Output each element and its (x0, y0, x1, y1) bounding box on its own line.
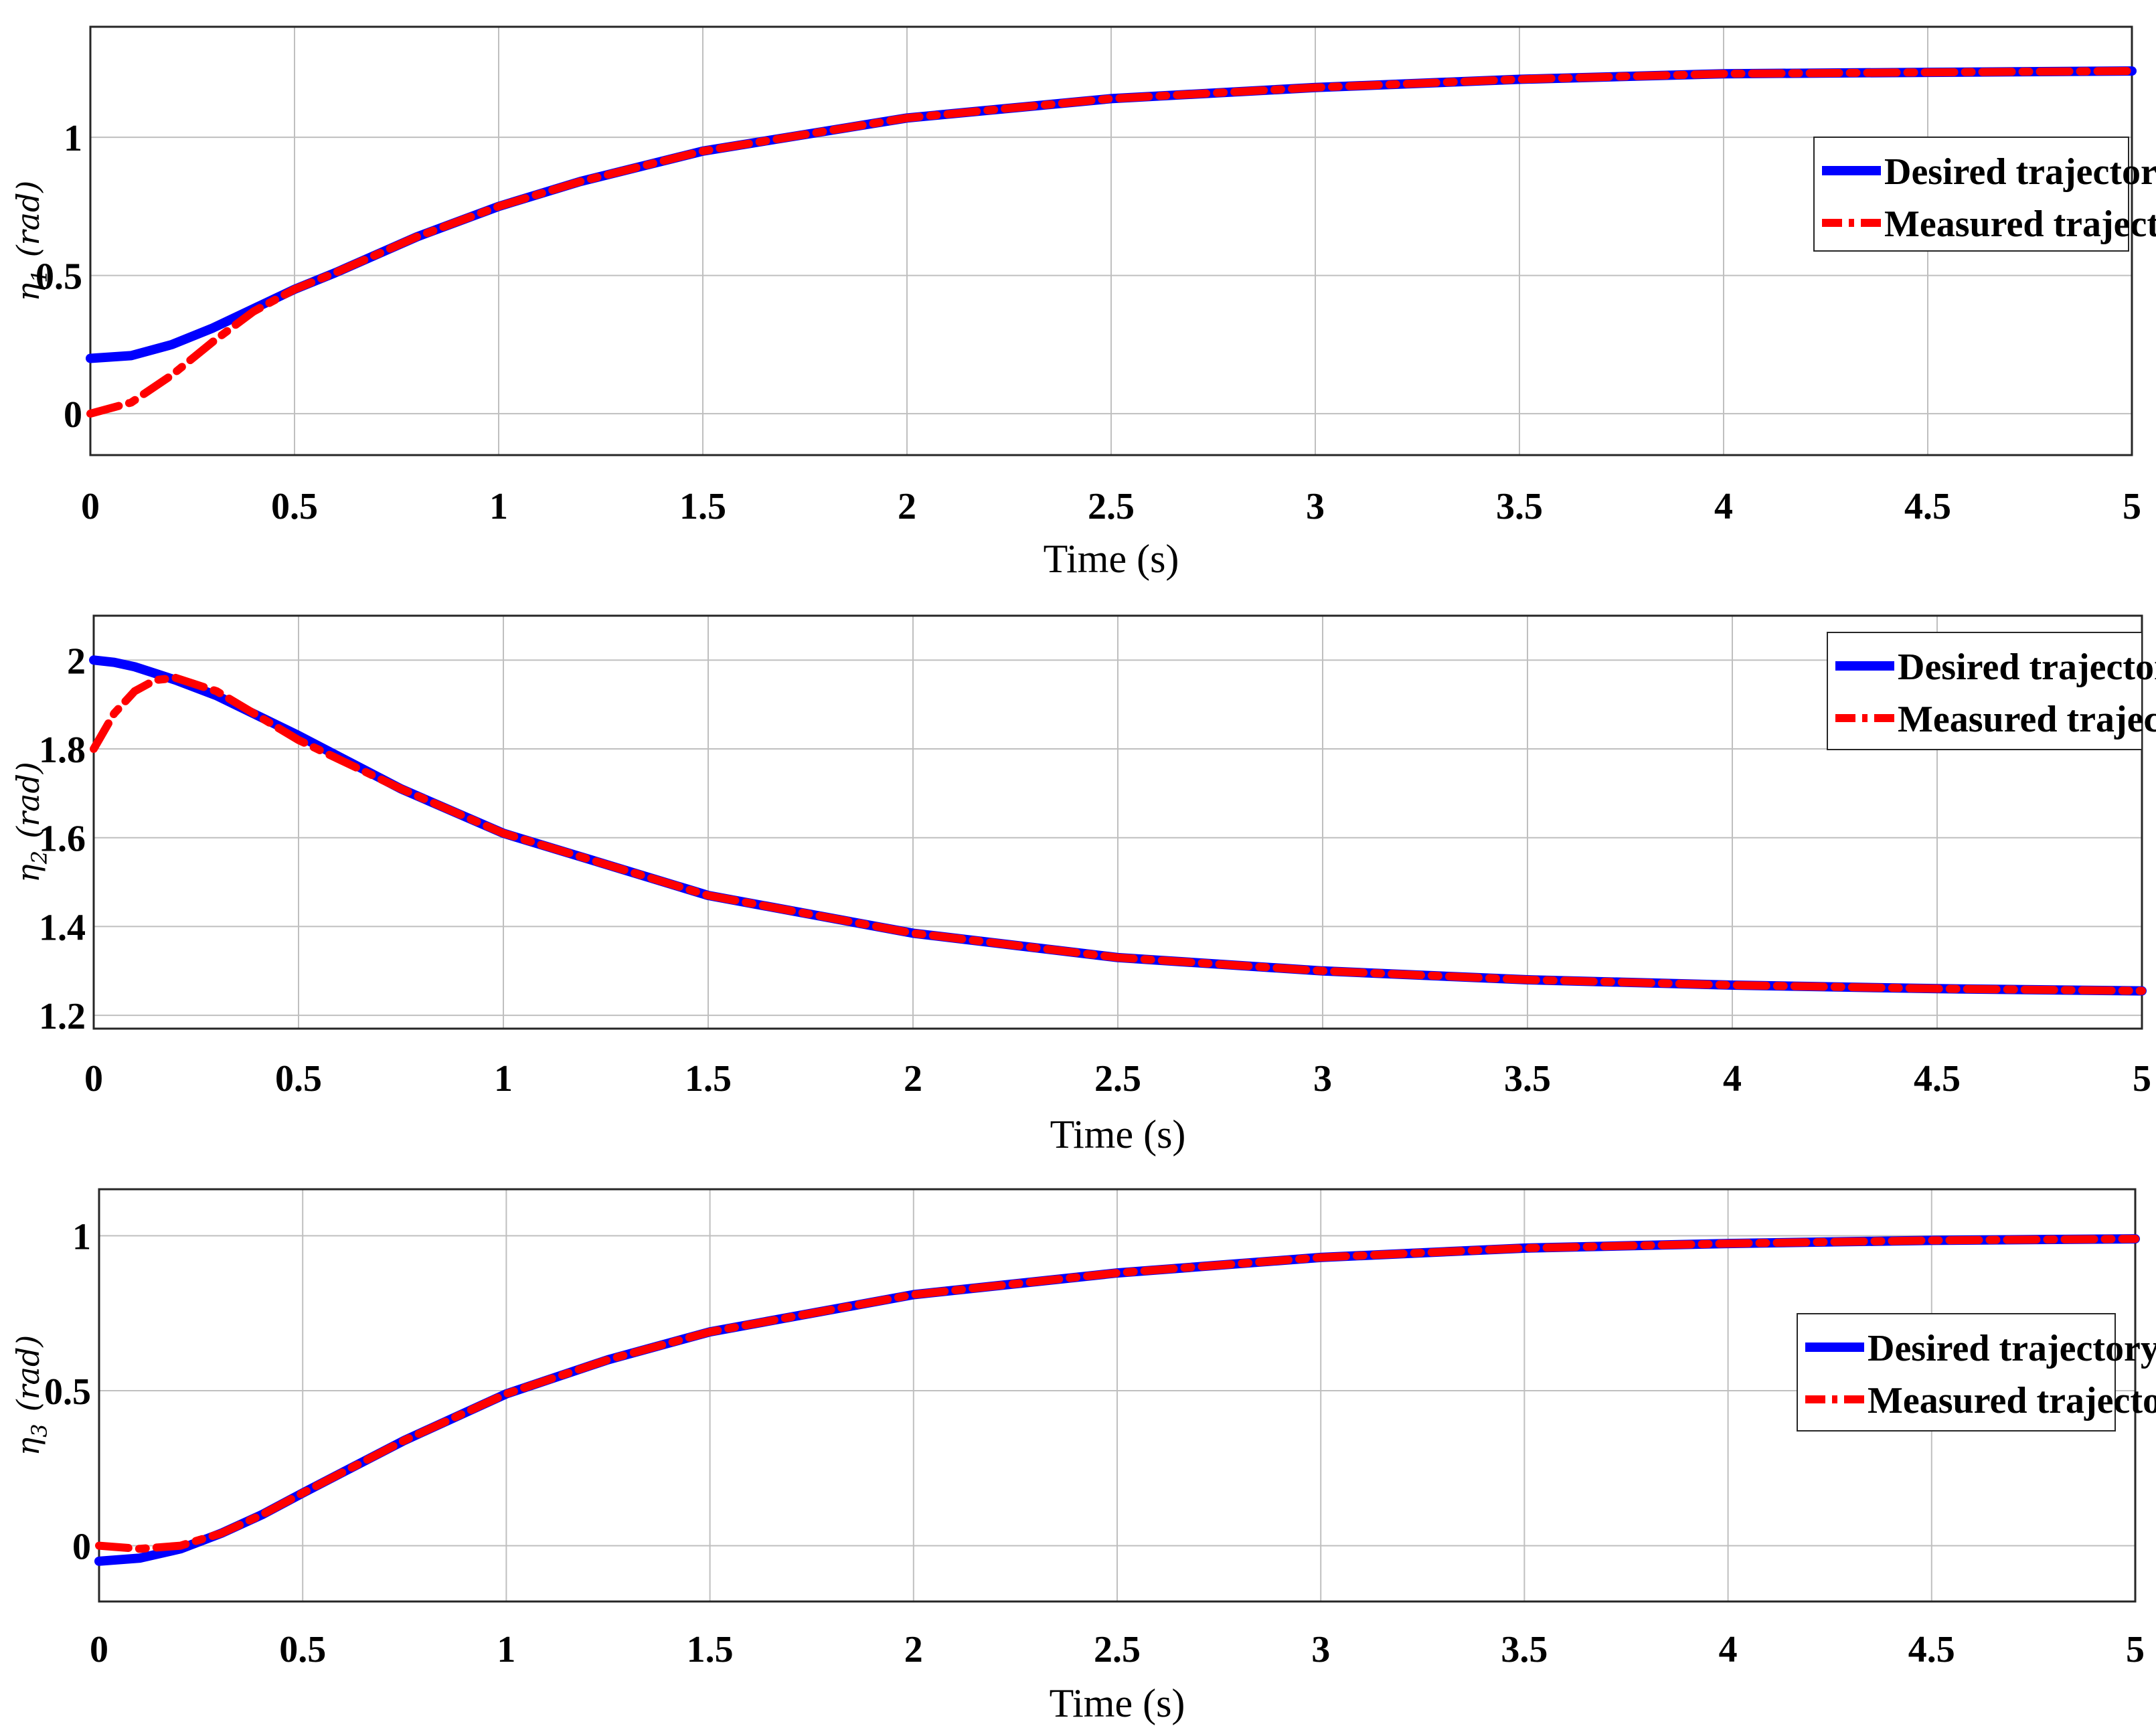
y-axis-label: η2 (rad) (10, 762, 52, 883)
legend-label: Measured trajectory (1898, 699, 2156, 740)
x-tick-label: 2.5 (1094, 1629, 1141, 1670)
y-axis-unit: (rad) (10, 762, 46, 839)
x-tick-label: 3 (1313, 1058, 1332, 1100)
x-tick-label: 1.5 (679, 486, 726, 527)
x-tick-label: 4.5 (1904, 486, 1951, 527)
x-tick-label: 4 (1723, 1058, 1742, 1100)
chart-panel-2: 0 0.5 1 1.5 2 2.5 3 3.5 4 4.5 5 1.2 1.4 1.6 1.8 2 Time (… (10, 614, 2156, 1156)
x-tick-label: 2 (904, 1629, 923, 1670)
axes-box (92, 614, 2143, 1030)
x-axis-label: Time (s) (1050, 1681, 1185, 1725)
x-tick-label: 0.5 (279, 1629, 326, 1670)
legend-box (1797, 1313, 2116, 1432)
legend-label: Desired trajectory (1868, 1328, 2156, 1369)
y-tick-label: 0 (72, 1527, 91, 1568)
x-tick-label: 0 (90, 1629, 108, 1670)
measured-trajectory-line (95, 1235, 2139, 1553)
x-tick-label: 0 (84, 1058, 103, 1100)
x-tick-label: 5 (2133, 1058, 2151, 1100)
y-axis-symbol: η (10, 864, 46, 883)
x-tick-label: 2.5 (1094, 1058, 1141, 1100)
x-tick-label: 3 (1311, 1629, 1330, 1670)
y-tick-label: 2 (67, 640, 86, 682)
x-tick-label: 4 (1714, 486, 1733, 527)
legend: Desired trajectory Measured trajectory (1813, 137, 2156, 252)
x-tick-label: 0.5 (275, 1058, 322, 1100)
x-tick-label: 4.5 (1914, 1058, 1961, 1100)
legend: Desired trajectory Measured trajectory (1827, 632, 2156, 750)
x-tick-label: 0.5 (271, 486, 318, 527)
x-tick-label: 4 (1719, 1629, 1738, 1670)
x-tick-label: 2.5 (1088, 486, 1135, 527)
y-axis-subscript: 3 (27, 1423, 52, 1437)
y-axis-subscript: 2 (27, 851, 52, 865)
y-axis-label: η3 (rad) (10, 1335, 52, 1456)
y-tick-label: 1.6 (39, 818, 86, 860)
y-tick-label: 0.5 (35, 256, 82, 298)
y-tick-label: 1.2 (39, 996, 86, 1037)
y-axis-symbol: η (10, 1437, 46, 1456)
measured-trajectory-line (90, 673, 2146, 995)
y-axis-subscript: 1 (27, 269, 52, 282)
x-tick-label: 5 (2126, 1629, 2145, 1670)
x-tick-label: 3.5 (1504, 1058, 1551, 1100)
legend-box (1827, 632, 2143, 750)
x-axis-label: Time (s) (1050, 1112, 1186, 1156)
x-tick-label: 3.5 (1496, 486, 1543, 527)
x-tick-label: 2 (898, 486, 916, 527)
x-tick-label: 1 (497, 1629, 515, 1670)
x-tick-label: 1.5 (685, 1058, 732, 1100)
y-axis-unit: (rad) (10, 181, 46, 258)
legend-label: Desired trajectory (1898, 646, 2156, 688)
y-tick-label: 0 (64, 394, 82, 436)
x-axis-label: Time (s) (1044, 537, 1179, 581)
x-tick-label: 3 (1306, 486, 1325, 527)
x-tick-label: 5 (2123, 486, 2141, 527)
measured-trajectory-line (86, 67, 2136, 418)
axes-box (98, 1188, 2137, 1603)
x-tick-label: 0 (81, 486, 100, 527)
y-axis-symbol: η (10, 282, 46, 301)
x-tick-label: 2 (904, 1058, 922, 1100)
legend-box (1813, 137, 2129, 252)
y-tick-label: 0.5 (44, 1371, 91, 1413)
x-tick-label: 1.5 (687, 1629, 734, 1670)
y-tick-label: 1 (64, 118, 82, 159)
x-tick-label: 1 (494, 1058, 513, 1100)
y-tick-label: 1 (72, 1216, 91, 1258)
legend: Desired trajectory Measured trajectory (1797, 1313, 2156, 1432)
legend-label: Measured trajectory (1868, 1380, 2156, 1421)
y-axis-unit: (rad) (10, 1335, 46, 1412)
x-tick-label: 3.5 (1501, 1629, 1548, 1670)
y-tick-label: 1.4 (39, 907, 86, 948)
x-tick-label: 1 (489, 486, 508, 527)
y-tick-label: 1.8 (39, 729, 86, 771)
x-tick-label: 4.5 (1908, 1629, 1955, 1670)
legend-label: Desired trajectory (1884, 151, 2156, 193)
legend-label: Measured trajectory (1884, 203, 2156, 245)
axes-box (89, 25, 2133, 456)
y-axis-label: η1 (rad) (10, 181, 52, 302)
